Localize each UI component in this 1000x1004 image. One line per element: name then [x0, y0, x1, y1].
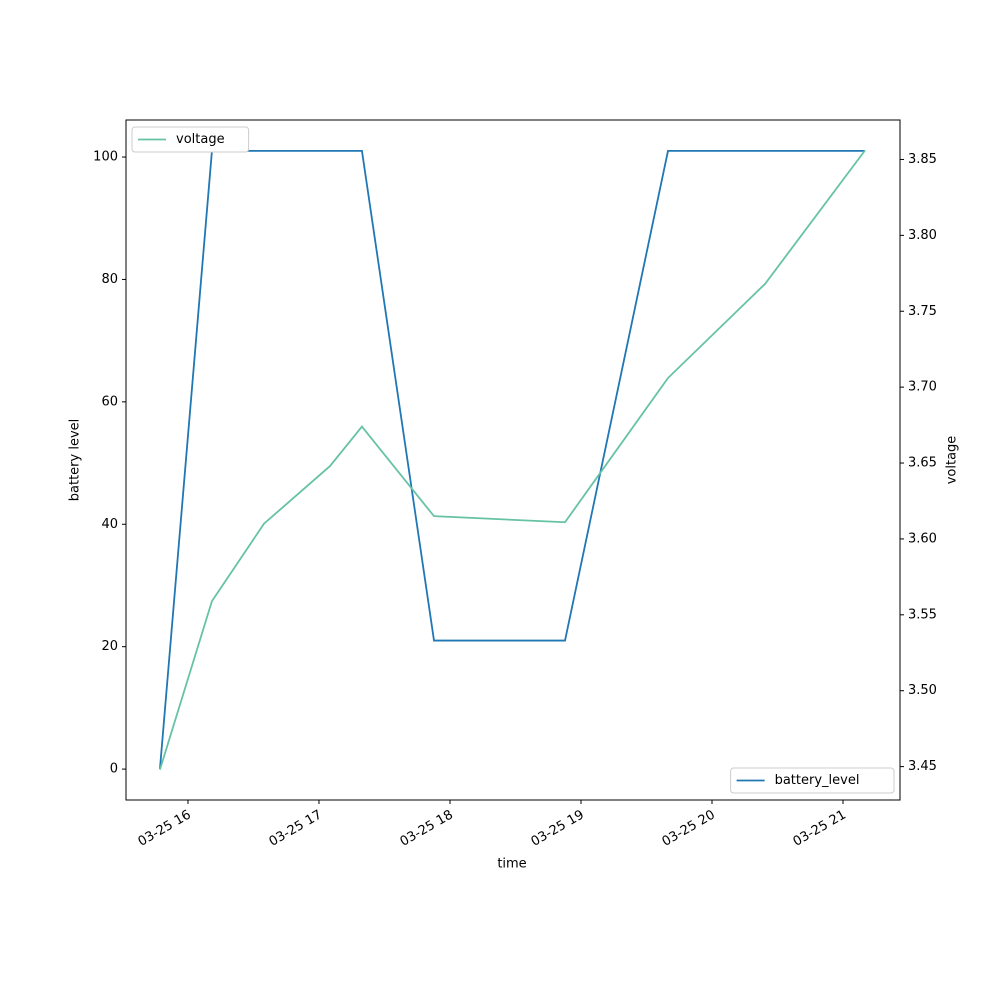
y2-tick-label: 3.45	[908, 759, 937, 774]
y2-tick-label: 3.85	[908, 152, 937, 167]
x-axis-label: time	[497, 857, 526, 872]
x-tick-label: 03-25 18	[398, 808, 456, 850]
x-tick-label: 03-25 20	[660, 808, 718, 850]
x-tick-label: 03-25 16	[136, 808, 194, 850]
y-tick-label: 60	[101, 394, 118, 409]
legend-label: voltage	[176, 132, 225, 147]
plot-frame	[125, 119, 901, 801]
y-tick-label: 40	[101, 517, 118, 532]
y2-tick-label: 3.80	[908, 228, 937, 243]
y2-tick-label: 3.60	[908, 531, 937, 546]
x-tick-label: 03-25 21	[791, 808, 849, 850]
series-line	[159, 149, 866, 770]
legend-label: battery_level	[775, 773, 860, 788]
legend-box	[131, 126, 250, 153]
x-tick-label: 03-25 17	[267, 808, 325, 850]
x-tick-label: 03-25 19	[529, 808, 587, 850]
y-tick-label: 100	[93, 150, 118, 165]
series-line	[159, 150, 866, 770]
y2-tick-label: 3.70	[908, 380, 937, 395]
y2-axis-label: voltage	[945, 436, 960, 485]
y-tick-label: 80	[101, 272, 118, 287]
y-tick-label: 0	[110, 762, 118, 777]
y2-tick-label: 3.65	[908, 456, 937, 471]
y2-tick-label: 3.75	[908, 304, 937, 319]
y-axis-label: battery level	[68, 419, 83, 502]
y2-tick-label: 3.55	[908, 607, 937, 622]
legend-box	[730, 767, 895, 794]
y2-tick-label: 3.50	[908, 683, 937, 698]
y-tick-label: 20	[101, 639, 118, 654]
